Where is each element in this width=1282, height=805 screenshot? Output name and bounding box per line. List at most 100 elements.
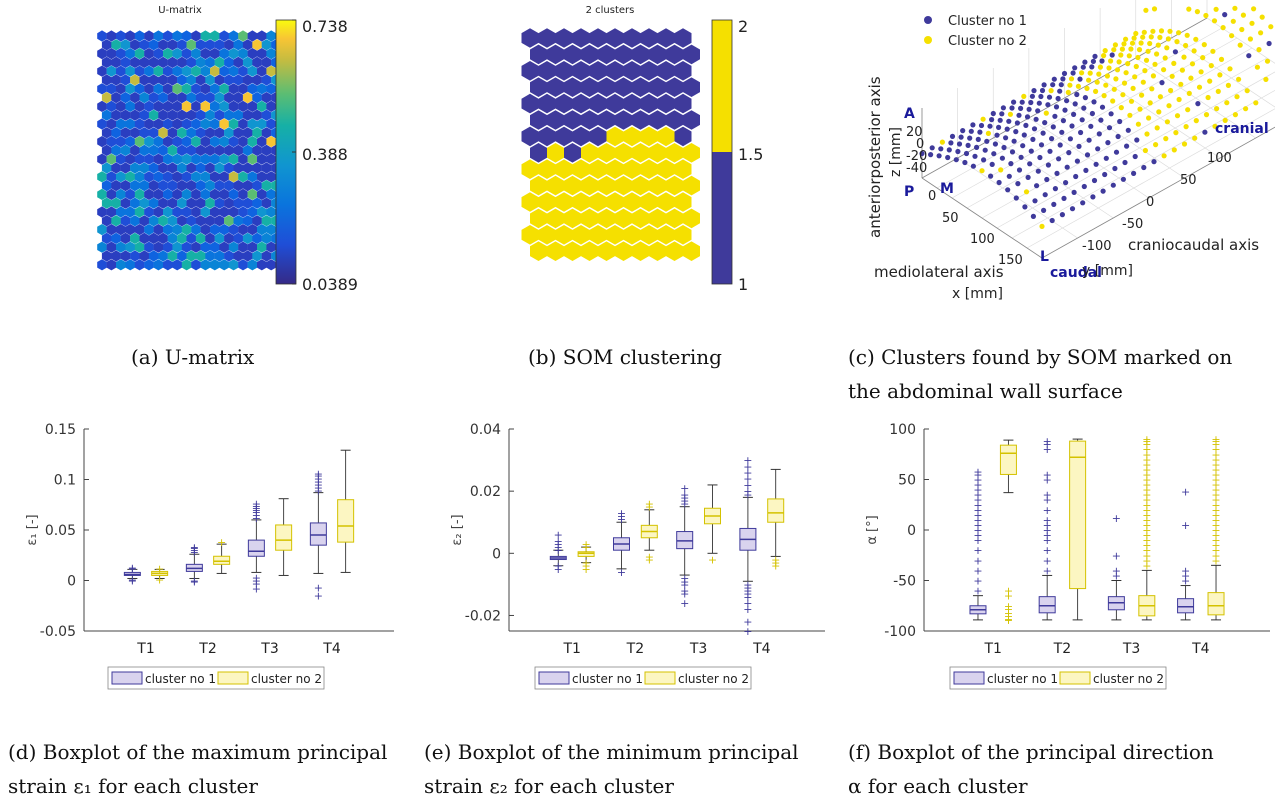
- som-cell: [623, 225, 641, 245]
- u-matrix-cell: [228, 171, 239, 183]
- surface-point: [963, 150, 970, 157]
- som-cell: [555, 192, 573, 212]
- outlier-marker: +: [973, 524, 982, 537]
- orientation-m: M: [940, 181, 954, 197]
- som-cell: [649, 241, 666, 261]
- box: [767, 498, 785, 523]
- u-matrix-cell: [153, 241, 164, 253]
- u-matrix-cell: [97, 48, 107, 60]
- surface-point: [1167, 28, 1173, 34]
- u-matrix-cell: [210, 118, 220, 130]
- surface-point: [1224, 100, 1230, 106]
- som-cell: [581, 208, 598, 229]
- surface-point: [1047, 148, 1053, 154]
- outlier-marker: +: [680, 588, 689, 601]
- u-matrix-cell: [266, 48, 276, 60]
- surface-point: [1058, 82, 1064, 88]
- x-tick-label: T4: [1191, 641, 1210, 657]
- outlier-marker: +: [617, 510, 626, 523]
- outlier-marker: +: [680, 488, 689, 501]
- som-cell: [666, 77, 683, 97]
- box: [1207, 592, 1225, 616]
- u-matrix-cell: [200, 188, 211, 200]
- y-tick-label: -50: [893, 574, 916, 590]
- outlier-marker: +: [1211, 554, 1220, 567]
- u-matrix-cell: [106, 153, 117, 165]
- som-cell: [521, 225, 539, 245]
- surface-point: [1237, 42, 1243, 48]
- outlier-marker: +: [1142, 484, 1151, 497]
- x-tick-label: T2: [626, 641, 644, 657]
- som-cell: [632, 110, 649, 130]
- som-cell: [632, 143, 649, 163]
- outlier-marker: +: [1142, 514, 1151, 527]
- som-cell: [598, 175, 615, 196]
- u-matrix-cell: [163, 241, 173, 253]
- surface-point: [1133, 63, 1139, 70]
- u-matrix-cell: [97, 118, 107, 130]
- surface-point: [1246, 53, 1252, 59]
- outlier-marker: +: [1211, 514, 1220, 527]
- u-matrix-cell: [247, 48, 258, 60]
- surface-point: [1044, 176, 1050, 183]
- u-matrix-cell: [247, 224, 258, 236]
- surface-point: [985, 130, 991, 136]
- u-matrix-cell: [247, 153, 258, 165]
- outlier-marker: +: [1211, 468, 1220, 481]
- u-matrix-cell: [181, 118, 192, 130]
- outlier-marker: +: [1211, 489, 1220, 502]
- u-matrix-cell: [266, 171, 276, 183]
- u-matrix-cell: [266, 136, 276, 148]
- u-matrix-cell: [186, 56, 197, 68]
- u-matrix-cell: [228, 83, 239, 95]
- outlier-marker: +: [743, 603, 752, 616]
- som-cell: [683, 175, 700, 196]
- surface-point: [1196, 84, 1203, 90]
- surface-point: [1001, 144, 1007, 151]
- som-colorbar-tick-max: 2: [738, 17, 748, 36]
- outlier-marker: +: [743, 585, 752, 598]
- surface-point: [1028, 148, 1034, 154]
- box: [1069, 440, 1087, 590]
- legend-swatch-cluster-2: [1059, 671, 1091, 685]
- surface-point: [1229, 33, 1235, 39]
- surface-point: [1023, 122, 1029, 128]
- u-matrix-cell: [224, 232, 234, 244]
- u-matrix-cell: [167, 215, 178, 227]
- u-matrix-cell: [219, 118, 229, 130]
- surface-point: [1084, 85, 1090, 91]
- u-matrix-cell: [116, 83, 126, 95]
- u-matrix-cell: [158, 215, 168, 227]
- som-cell: [649, 175, 666, 196]
- outlier-marker: +: [314, 590, 323, 603]
- u-matrix-cell: [266, 206, 276, 218]
- u-matrix-cell: [191, 83, 201, 95]
- surface-point: [1000, 105, 1006, 111]
- u-matrix-cell: [172, 206, 182, 218]
- u-matrix-cell: [186, 232, 197, 244]
- u-matrix-cell: [210, 188, 220, 200]
- u-matrix-cell: [116, 171, 126, 183]
- outlier-marker: +: [1112, 512, 1121, 525]
- u-matrix-cell: [120, 39, 131, 51]
- u-matrix-cell: [191, 259, 201, 271]
- u-matrix-cell: [200, 206, 211, 218]
- u-matrix-cell: [214, 56, 225, 68]
- surface-point: [1096, 71, 1102, 77]
- surface-point: [1127, 112, 1133, 118]
- som-cell: [623, 61, 641, 81]
- u-matrix-cell: [191, 30, 201, 42]
- u-matrix-cell: [219, 100, 229, 112]
- outlier-marker: +: [973, 499, 982, 512]
- surface-point: [1118, 105, 1124, 111]
- surface-point: [1244, 88, 1250, 94]
- caption-e-line1: (e) Boxplot of the minimum principal: [424, 740, 799, 764]
- surface-point: [1025, 174, 1031, 180]
- z-axis-label-1: anteriorposterior axis: [866, 76, 884, 238]
- u-matrix-cell: [120, 144, 131, 156]
- surface-point: [1131, 170, 1137, 176]
- y-axis-label: α [°]: [865, 515, 880, 544]
- u-matrix-cell: [219, 224, 229, 236]
- som-cell: [564, 143, 581, 163]
- u-matrix-cell: [261, 74, 272, 86]
